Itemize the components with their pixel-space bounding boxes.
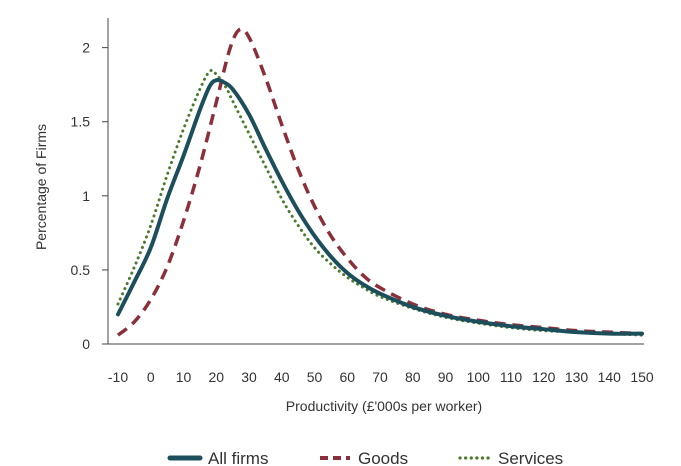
x-axis-ticks: -10 0 10 20 30 40 50 60 70 80 90 100 110 120 130 140 150 <box>108 369 654 385</box>
y-tick-label: 1.5 <box>71 114 91 130</box>
x-axis-title: Productivity (£'000s per worker) <box>286 398 482 414</box>
x-tick-label: 100 <box>467 369 491 385</box>
legend-label-goods: Goods <box>358 449 408 466</box>
x-tick-label: 80 <box>405 369 421 385</box>
x-tick-label: 60 <box>339 369 355 385</box>
x-tick-label: 30 <box>241 369 257 385</box>
x-tick-label: 40 <box>274 369 290 385</box>
x-tick-label: 110 <box>500 369 523 385</box>
x-tick-label: 90 <box>438 369 454 385</box>
x-tick-label: 140 <box>598 369 622 385</box>
x-tick-label: 150 <box>630 369 654 385</box>
y-tick-label: 1 <box>82 188 90 204</box>
x-tick-label: -10 <box>108 369 128 385</box>
x-tick-label: 10 <box>176 369 192 385</box>
legend-label-services: Services <box>498 449 563 466</box>
y-tick-label: 0.5 <box>71 262 91 278</box>
x-tick-label: 70 <box>372 369 388 385</box>
series-line-all-firms <box>116 77 644 336</box>
x-tick-label: 50 <box>307 369 323 385</box>
series-line-goods <box>116 27 643 337</box>
legend-label-all-firms: All firms <box>208 449 268 466</box>
x-tick-label: 130 <box>565 369 589 385</box>
x-tick-label: 120 <box>532 369 556 385</box>
y-axis-title: Percentage of Firms <box>33 124 49 250</box>
x-tick-label: 0 <box>147 369 155 385</box>
series-layer <box>116 27 644 337</box>
y-tick-label: 2 <box>82 40 90 56</box>
legend: All firms Goods Services <box>167 449 563 466</box>
x-tick-label: 20 <box>208 369 224 385</box>
y-axis-ticks: 0 0.5 1 1.5 2 <box>71 40 108 352</box>
axes <box>107 18 644 345</box>
y-tick-label: 0 <box>82 336 90 352</box>
